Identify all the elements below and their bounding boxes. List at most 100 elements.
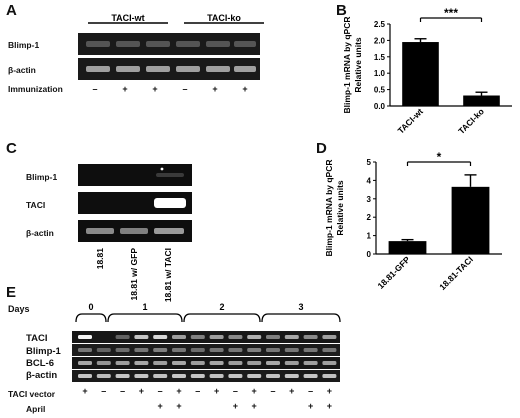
gel-band bbox=[322, 335, 337, 339]
taci-vector-sign: + bbox=[82, 386, 88, 396]
gel-band bbox=[172, 361, 186, 365]
y-tick-label: 2 bbox=[367, 213, 372, 222]
bar bbox=[388, 241, 427, 254]
gel-band bbox=[96, 361, 111, 365]
gel-band bbox=[190, 348, 205, 352]
panel-e-row-label-actin: β-actin bbox=[26, 370, 58, 381]
gel-band bbox=[303, 335, 318, 339]
gel-band bbox=[284, 348, 299, 352]
gel-band bbox=[322, 361, 337, 365]
panel-c-row-label-taci: TACI bbox=[26, 200, 46, 210]
x-tick-label: TACI-wt bbox=[396, 106, 425, 135]
taci-vector-sign: – bbox=[157, 386, 163, 396]
y-tick-label: 0 bbox=[367, 250, 372, 259]
gel-band bbox=[284, 374, 299, 378]
taci-vector-sign: + bbox=[326, 386, 333, 396]
x-tick-label: 18.81-TACI bbox=[437, 254, 475, 292]
gel-band bbox=[134, 361, 149, 365]
x-tick-label: TACI-ko bbox=[456, 106, 486, 136]
panel-d-letter: D bbox=[316, 140, 327, 157]
significance-label: * bbox=[437, 152, 442, 164]
group-label-taci-ko: TACI-ko bbox=[207, 13, 241, 23]
april-sign: + bbox=[326, 401, 333, 411]
gel-band bbox=[153, 335, 168, 339]
panel-e-letter: E bbox=[6, 284, 17, 301]
gel-band bbox=[247, 335, 262, 339]
day-brackets: 0 1 2 3 bbox=[75, 302, 341, 323]
y-tick-label: 3 bbox=[367, 195, 372, 204]
day-label-1: 1 bbox=[142, 302, 147, 312]
gel-band bbox=[190, 374, 205, 378]
gel-band bbox=[153, 361, 168, 365]
bar bbox=[451, 186, 490, 254]
immunization-sign: + bbox=[212, 84, 218, 94]
taci-vector-sign: + bbox=[138, 386, 145, 396]
gel-strip bbox=[72, 357, 340, 369]
panel-c-lane-labels: 18.81 18.81 w/ GFP 18.81 w/ TACI bbox=[95, 248, 173, 302]
taci-vector-sign: + bbox=[176, 386, 182, 396]
panel-e-row-label-taci: TACI bbox=[26, 333, 48, 344]
x-tick-label: 18.81-GFP bbox=[375, 254, 412, 291]
gel-band bbox=[115, 374, 130, 378]
taci-vector-sign: – bbox=[232, 386, 238, 396]
panel-e-row-label-bcl6: BCL-6 bbox=[26, 358, 54, 369]
april-sign: + bbox=[232, 401, 239, 411]
gel-band bbox=[228, 374, 243, 378]
gel-band bbox=[115, 335, 130, 339]
april-sign: + bbox=[157, 401, 163, 411]
gel-band bbox=[172, 348, 186, 352]
gel-band bbox=[228, 335, 243, 339]
immunization-sign: – bbox=[92, 84, 98, 94]
y-tick-label: 5 bbox=[367, 158, 372, 167]
april-sign: + bbox=[251, 401, 257, 411]
y-tick-label: 2.5 bbox=[374, 20, 386, 29]
immunization-sign: – bbox=[182, 84, 188, 94]
gel-band bbox=[209, 361, 224, 365]
april-label: April bbox=[26, 404, 46, 414]
y-axis-label: Relative units bbox=[335, 180, 345, 236]
y-axis-label: Blimp-1 mRNA by qPCR bbox=[342, 17, 352, 114]
gel-band bbox=[78, 348, 92, 352]
y-tick-label: 4 bbox=[367, 176, 372, 185]
lane-label-18-81: 18.81 bbox=[95, 248, 105, 270]
gel-band bbox=[209, 348, 224, 352]
gel-band bbox=[266, 361, 280, 365]
gel-band bbox=[172, 374, 186, 378]
gel-band bbox=[266, 348, 280, 352]
gel-band bbox=[78, 335, 92, 339]
gel-band bbox=[228, 361, 243, 365]
significance-label: *** bbox=[444, 6, 458, 20]
gel-band bbox=[134, 348, 149, 352]
panel-c-gel-blimp1 bbox=[78, 164, 192, 186]
days-label: Days bbox=[8, 304, 30, 314]
taci-vector-sign: – bbox=[195, 386, 201, 396]
group-label-taci-wt: TACI-wt bbox=[111, 13, 144, 23]
gel-band bbox=[247, 361, 262, 365]
gel-band bbox=[322, 348, 337, 352]
panel-b-bar-chart: Blimp-1 mRNA by qPCR Relative units 0.0 0.5… bbox=[342, 6, 512, 136]
taci-vector-sign: + bbox=[289, 386, 295, 396]
gel-band bbox=[96, 374, 111, 378]
panel-a-row-label-blimp1: Blimp-1 bbox=[8, 40, 40, 50]
gel-band bbox=[266, 335, 280, 339]
gel-band bbox=[96, 348, 111, 352]
taci-vector-sign: – bbox=[101, 386, 107, 396]
gel-band bbox=[190, 361, 205, 365]
gel-band bbox=[153, 374, 168, 378]
day-label-3: 3 bbox=[298, 302, 303, 312]
panel-d-bar-chart: Blimp-1 mRNA by qPCR Relative units 0 1 2 3 4 5… bbox=[324, 152, 502, 292]
panel-c-gel-taci bbox=[78, 192, 192, 214]
gel-band bbox=[115, 348, 130, 352]
gel-strip bbox=[72, 331, 340, 343]
gel-band bbox=[303, 374, 318, 378]
gel-band bbox=[322, 374, 337, 378]
lane-label-taci: 18.81 w/ TACI bbox=[163, 248, 173, 302]
day-label-2: 2 bbox=[219, 302, 224, 312]
immunization-sign: + bbox=[242, 84, 248, 94]
panel-a-gel-actin bbox=[78, 58, 260, 80]
y-tick-label: 0.5 bbox=[374, 86, 386, 95]
gel-band bbox=[247, 374, 262, 378]
y-axis-label: Relative units bbox=[353, 37, 363, 93]
gel-band bbox=[228, 348, 243, 352]
panel-c-row-label-blimp1: Blimp-1 bbox=[26, 172, 58, 182]
